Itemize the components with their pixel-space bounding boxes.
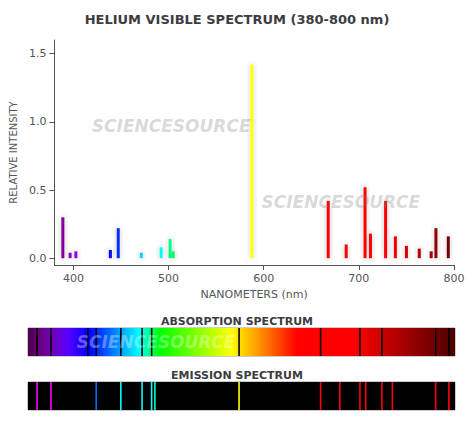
svg-text:800: 800 — [444, 272, 465, 285]
svg-text:EMISSION SPECTRUM: EMISSION SPECTRUM — [171, 369, 303, 382]
svg-text:1.5: 1.5 — [29, 47, 47, 60]
svg-text:0.0: 0.0 — [29, 252, 47, 265]
svg-text:HELIUM VISIBLE SPECTRUM (380-8: HELIUM VISIBLE SPECTRUM (380-800 nm) — [85, 12, 390, 27]
svg-text:0.5: 0.5 — [29, 184, 47, 197]
svg-text:700: 700 — [348, 272, 369, 285]
svg-text:400: 400 — [63, 272, 84, 285]
svg-text:NANOMETERS (nm): NANOMETERS (nm) — [201, 288, 308, 301]
svg-text:RELATIVE INTENSITY: RELATIVE INTENSITY — [8, 100, 19, 203]
svg-text:ABSORPTION SPECTRUM: ABSORPTION SPECTRUM — [161, 315, 313, 328]
svg-text:SCIENCESOURCE: SCIENCESOURCE — [262, 192, 421, 212]
svg-text:SCIENCESOURCE: SCIENCESOURCE — [77, 332, 236, 352]
svg-text:600: 600 — [253, 272, 274, 285]
svg-text:500: 500 — [158, 272, 179, 285]
svg-text:SCIENCESOURCE: SCIENCESOURCE — [92, 116, 251, 136]
svg-text:1.0: 1.0 — [29, 115, 47, 128]
